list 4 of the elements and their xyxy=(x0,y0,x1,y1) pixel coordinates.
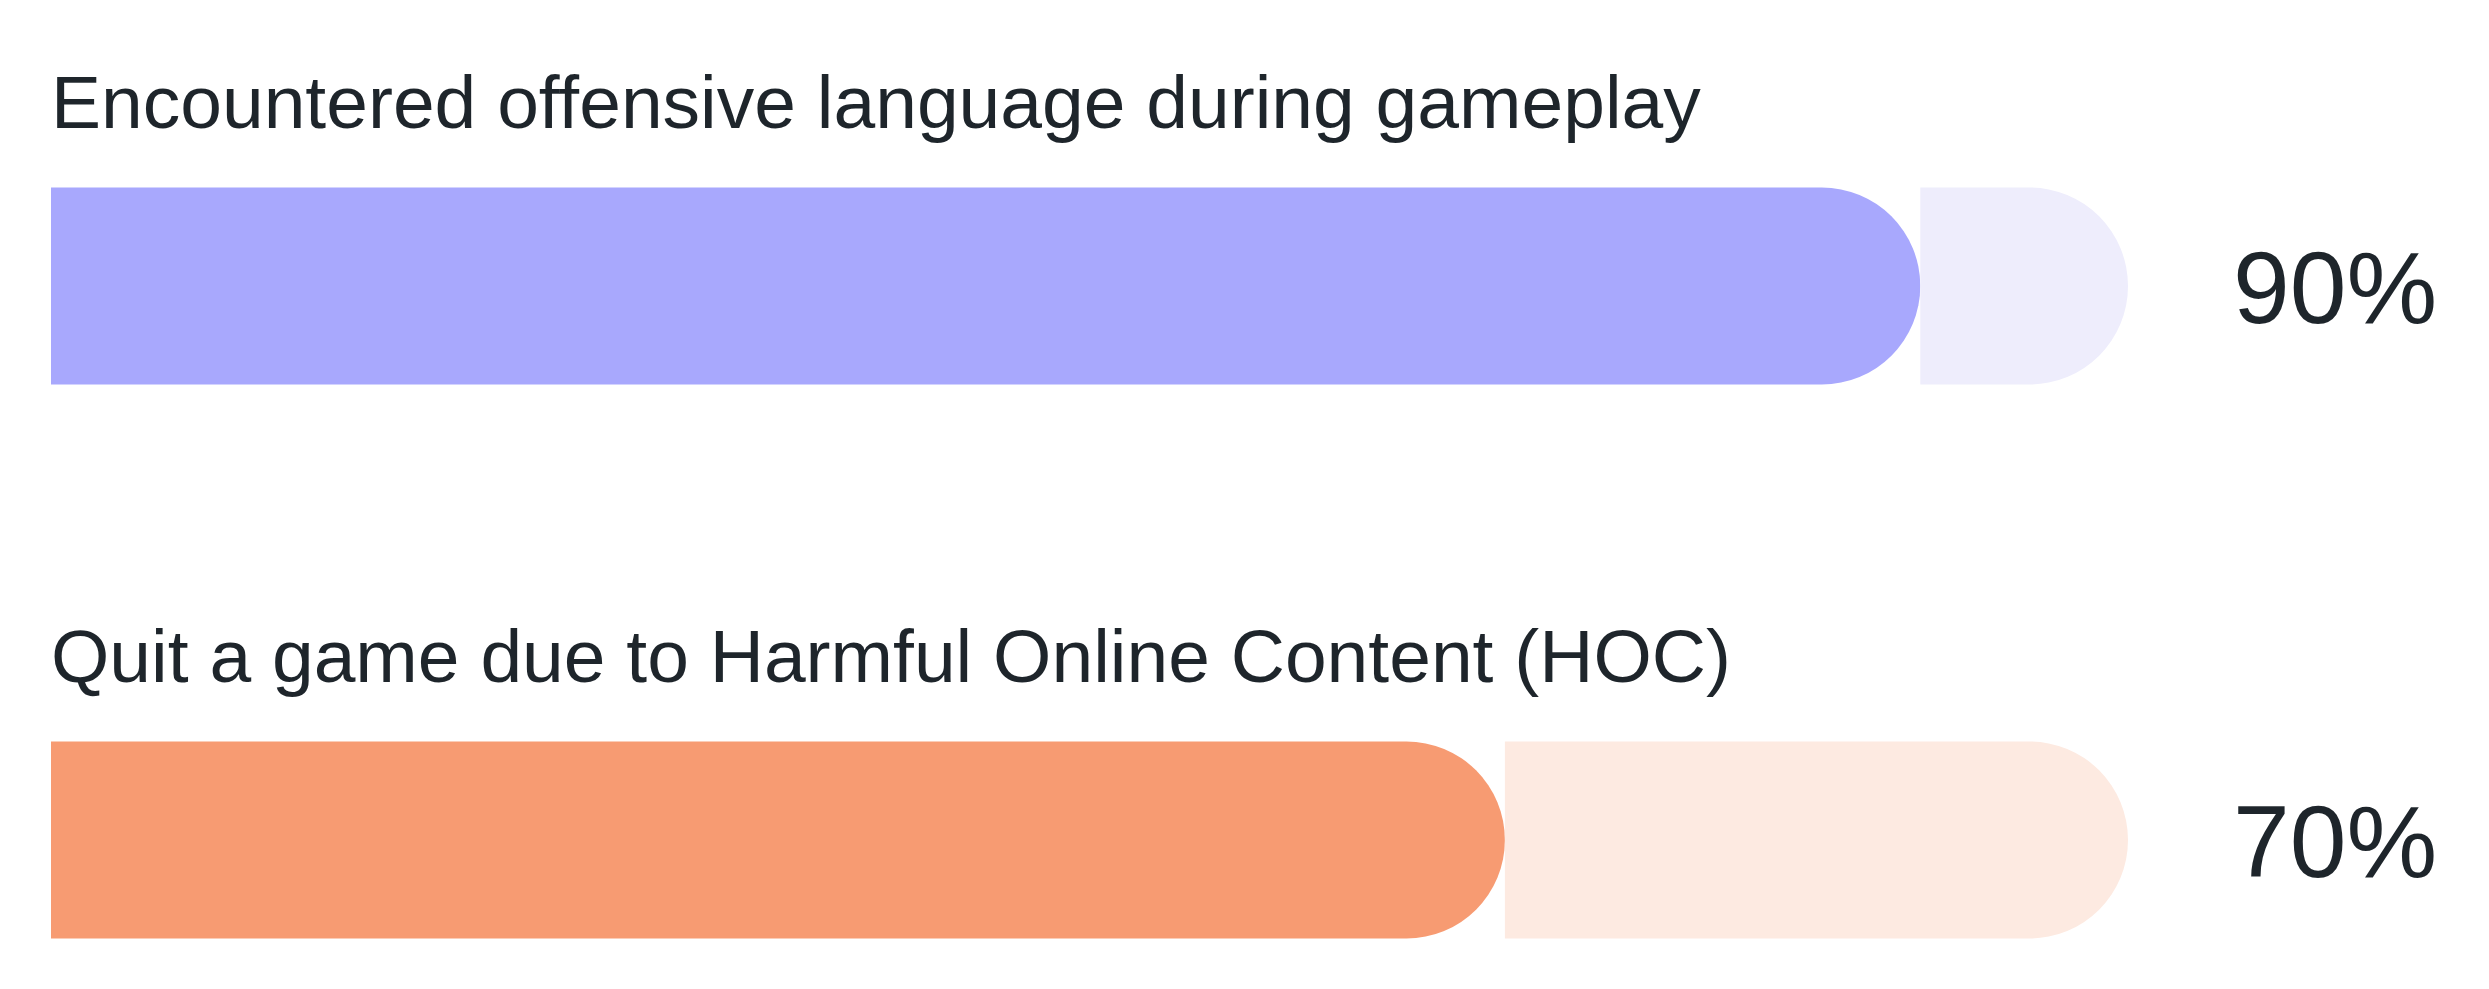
y-tick-label: Encountered offensive language during gameplay xyxy=(51,60,1702,144)
data-label: 90% xyxy=(2233,230,2438,345)
data-label: 70% xyxy=(2233,784,2438,899)
y-tick-label: Quit a game due to Harmful Online Content (HOC) xyxy=(51,614,1731,698)
